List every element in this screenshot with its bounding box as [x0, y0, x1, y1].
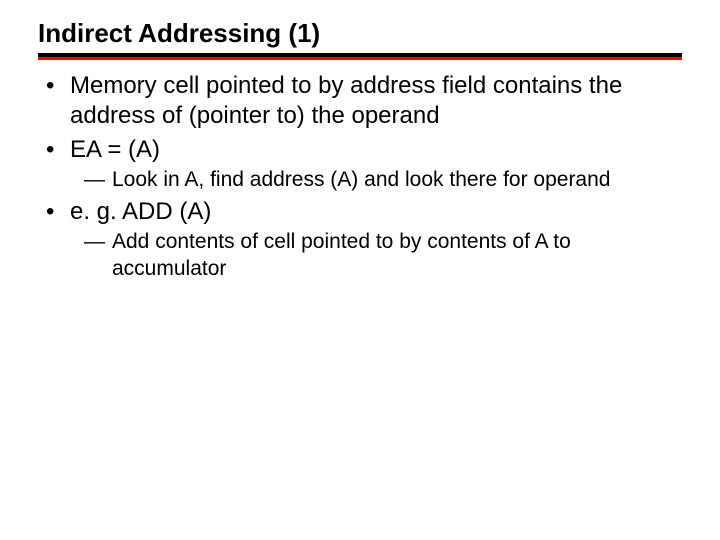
bullet-text: EA = (A) [70, 136, 160, 163]
title-underline [38, 53, 682, 57]
sub-bullet-text: Add contents of cell pointed to by conte… [112, 230, 571, 279]
sub-bullet-list: Add contents of cell pointed to by conte… [70, 229, 682, 282]
list-item: Look in A, find address (A) and look the… [84, 167, 682, 193]
list-item: e. g. ADD (A) Add contents of cell point… [42, 197, 682, 282]
slide-title: Indirect Addressing (1) [38, 18, 682, 49]
bullet-list: Memory cell pointed to by address field … [38, 71, 682, 282]
list-item: EA = (A) Look in A, find address (A) and… [42, 135, 682, 193]
bullet-text: Memory cell pointed to by address field … [70, 72, 622, 129]
list-item: Add contents of cell pointed to by conte… [84, 229, 682, 282]
bullet-text: e. g. ADD (A) [70, 198, 211, 225]
list-item: Memory cell pointed to by address field … [42, 71, 682, 131]
slide: Indirect Addressing (1) Memory cell poin… [0, 0, 720, 540]
sub-bullet-list: Look in A, find address (A) and look the… [70, 167, 682, 193]
sub-bullet-text: Look in A, find address (A) and look the… [112, 168, 610, 191]
